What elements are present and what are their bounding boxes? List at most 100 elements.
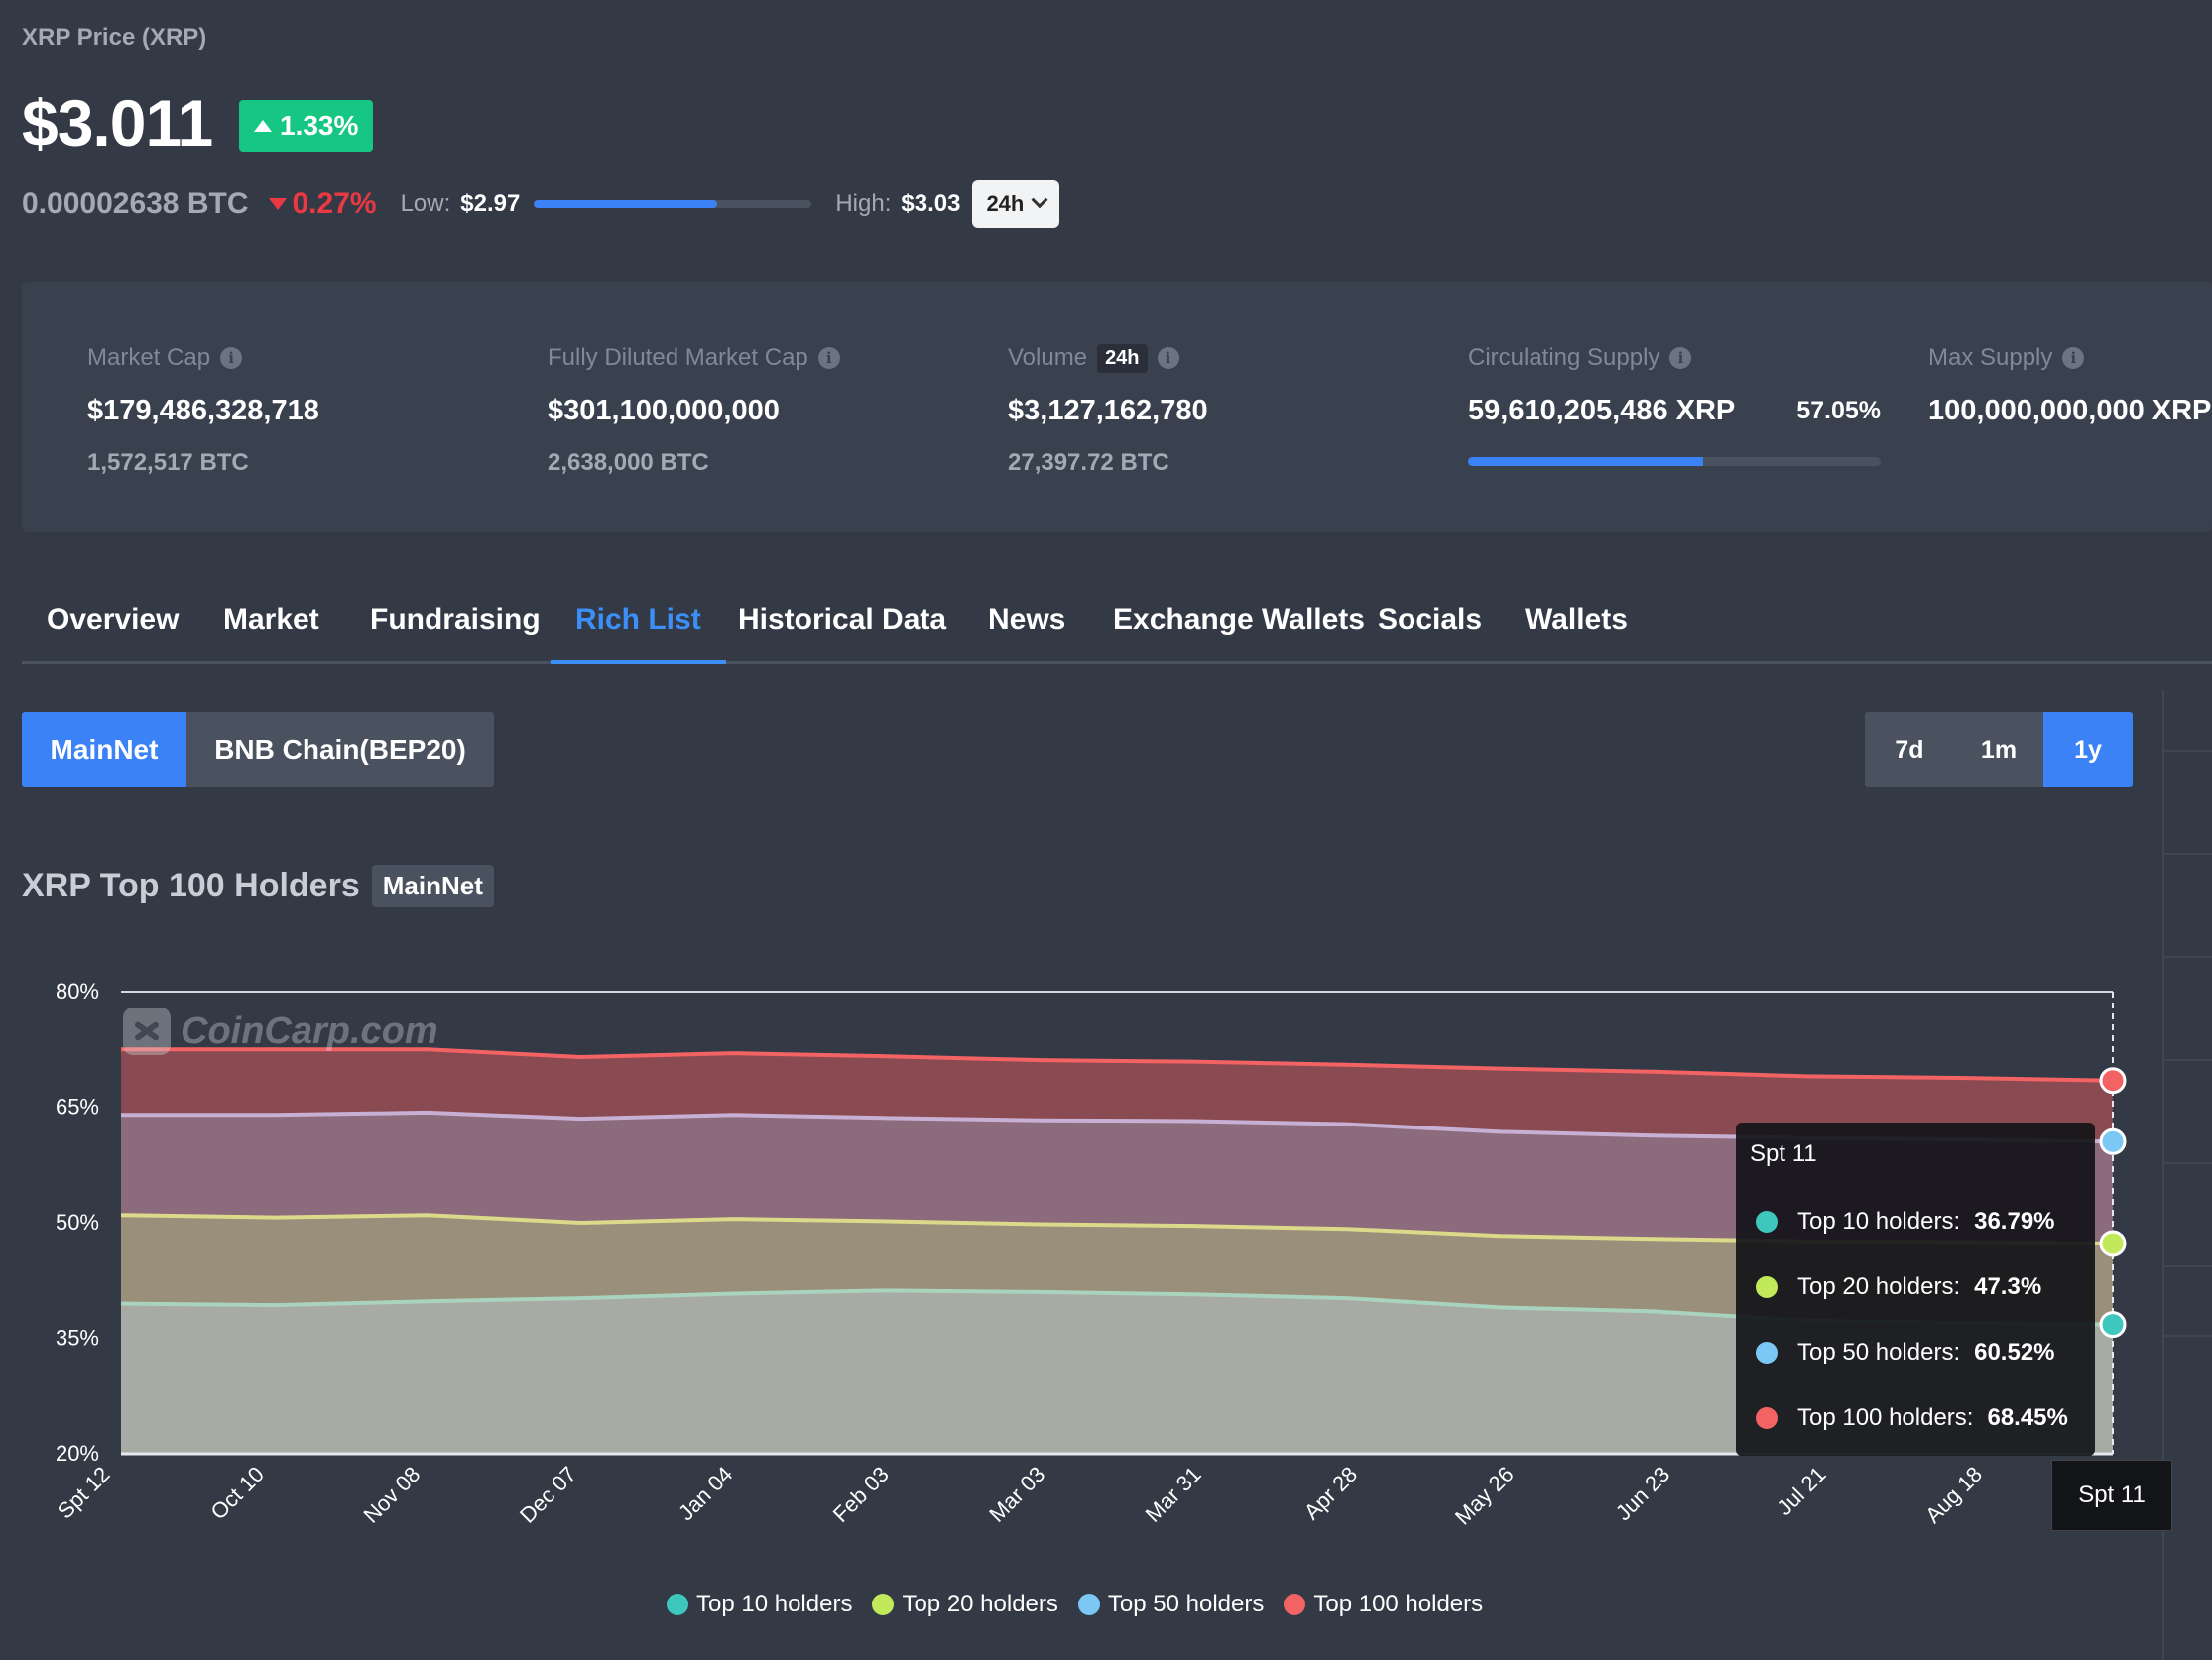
tab-historical-data[interactable]: Historical Data bbox=[738, 603, 947, 636]
legend-item-top100[interactable]: Top 100 holders bbox=[1284, 1591, 1483, 1618]
legend-label: Top 50 holders bbox=[1107, 1591, 1265, 1617]
market-cap-value: $179,486,328,718 bbox=[87, 395, 319, 426]
info-icon[interactable]: i bbox=[817, 347, 840, 369]
circulating-supply-label: Circulating Supply bbox=[1468, 344, 1660, 371]
arrow-down-icon bbox=[268, 198, 287, 210]
x-tick-label: Aug 18 bbox=[1920, 1462, 1987, 1528]
legend-dot-icon bbox=[1284, 1594, 1306, 1615]
circulating-supply-stat: Circulating Supply i 59,610,205,486 XRP 5… bbox=[1468, 341, 1881, 466]
side-panel-divider bbox=[2164, 956, 2212, 958]
tooltip-value: 47.3% bbox=[1974, 1273, 2042, 1300]
stats-panel: Market Cap i $179,486,328,718 1,572,517 B… bbox=[22, 282, 2212, 532]
tab-fundraising[interactable]: Fundraising bbox=[370, 603, 541, 636]
series-dot-icon bbox=[1756, 1211, 1778, 1233]
btc-price-row: 0.00002638 BTC 0.27% Low: $2.97 High: $3… bbox=[22, 180, 1060, 228]
tooltip-label: Top 50 holders: bbox=[1797, 1339, 1961, 1365]
volume-label: Volume bbox=[1008, 344, 1088, 371]
info-icon[interactable]: i bbox=[220, 347, 243, 369]
fdmc-value: $301,100,000,000 bbox=[548, 395, 780, 426]
tooltip-value: 68.45% bbox=[1987, 1404, 2068, 1431]
point-top-50-holders bbox=[2099, 1127, 2127, 1155]
arrow-up-icon bbox=[254, 120, 272, 132]
low-label: Low: bbox=[400, 190, 451, 217]
series-dot-icon bbox=[1756, 1342, 1778, 1364]
holders-area-chart[interactable]: 80% 65% 50% 35% 20%Spt 12 Oct 10 Nov 08 Dec 07 J… bbox=[0, 942, 2162, 1577]
btc-price: 0.00002638 BTC bbox=[22, 187, 249, 220]
period-select-value: 24h bbox=[986, 191, 1025, 216]
fdmc-label: Fully Diluted Market Cap bbox=[548, 344, 808, 371]
chart-legend: Top 10 holders Top 20 holders Top 50 hol… bbox=[667, 1591, 1483, 1618]
side-panel-edge bbox=[2162, 690, 2212, 1660]
max-supply-value: 100,000,000,000 XRP bbox=[1928, 395, 2212, 426]
y-tick-label: 20% bbox=[56, 1441, 99, 1466]
tab-overview[interactable]: Overview bbox=[47, 603, 180, 636]
circulating-supply-bar bbox=[1468, 457, 1881, 466]
tab-exchange-wallets[interactable]: Exchange Wallets bbox=[1113, 603, 1365, 636]
period-select[interactable]: 24h bbox=[972, 180, 1060, 228]
axis-date-flag: Spt 11 bbox=[2051, 1460, 2172, 1531]
line-top-100-holders bbox=[121, 1047, 2114, 1083]
x-tick-label: Feb 03 bbox=[828, 1462, 894, 1527]
tooltip-label: Top 10 holders: bbox=[1797, 1208, 1961, 1235]
x-tick-label: Oct 10 bbox=[205, 1462, 269, 1525]
side-panel-divider bbox=[2164, 853, 2212, 855]
chart-header: XRP Top 100 Holders MainNet bbox=[22, 865, 494, 907]
volume-stat: Volume 24h i $3,127,162,780 27,397.72 BTC bbox=[1008, 341, 1208, 477]
current-price: $3.011 bbox=[22, 86, 213, 160]
btc-change: 0.27% bbox=[292, 187, 377, 220]
time-range-group: 7d 1m 1y bbox=[1865, 712, 2133, 787]
bnb-chain-button[interactable]: BNB Chain(BEP20) bbox=[186, 712, 494, 787]
legend-item-top50[interactable]: Top 50 holders bbox=[1077, 1591, 1265, 1618]
chart-tooltip: Spt 11 Top 10 holders: 36.79% Top 20 hol… bbox=[1736, 1123, 2095, 1456]
legend-dot-icon bbox=[667, 1594, 688, 1615]
x-tick-label: Mar 03 bbox=[984, 1462, 1049, 1527]
volume-btc: 27,397.72 BTC bbox=[1008, 449, 1169, 476]
mainnet-button[interactable]: MainNet bbox=[22, 712, 186, 787]
info-icon[interactable]: i bbox=[1157, 347, 1179, 369]
tooltip-label: Top 100 holders: bbox=[1797, 1404, 1974, 1431]
legend-label: Top 100 holders bbox=[1313, 1591, 1484, 1617]
high-label: High: bbox=[835, 190, 892, 217]
range-1y-button[interactable]: 1y bbox=[2043, 712, 2133, 787]
tab-bar: Overview Market Fundraising Rich List Hi… bbox=[22, 585, 2212, 664]
tab-wallets[interactable]: Wallets bbox=[1525, 603, 1628, 636]
circulating-supply-pct: 57.05% bbox=[1796, 397, 1881, 424]
range-1m-button[interactable]: 1m bbox=[1980, 735, 2018, 764]
side-panel-divider bbox=[2164, 1265, 2212, 1267]
x-tick-label: Jul 21 bbox=[1772, 1462, 1830, 1520]
side-panel-divider bbox=[2164, 1162, 2212, 1164]
market-cap-label: Market Cap bbox=[87, 344, 211, 371]
chart-network-badge: MainNet bbox=[371, 865, 494, 907]
tooltip-row-top100: Top 100 holders: 68.45% bbox=[1756, 1404, 2068, 1432]
range-7d-button[interactable]: 7d bbox=[1895, 735, 1924, 764]
info-icon[interactable]: i bbox=[2062, 347, 2085, 369]
info-icon[interactable]: i bbox=[1669, 347, 1692, 369]
tab-news[interactable]: News bbox=[988, 603, 1066, 636]
series-dot-icon bbox=[1756, 1276, 1778, 1298]
y-tick-label: 65% bbox=[56, 1095, 99, 1120]
tooltip-row-top10: Top 10 holders: 36.79% bbox=[1756, 1208, 2055, 1236]
circulating-supply-value: 59,610,205,486 XRP bbox=[1468, 395, 1736, 426]
tab-market[interactable]: Market bbox=[223, 603, 319, 636]
legend-item-top20[interactable]: Top 20 holders bbox=[872, 1591, 1058, 1618]
x-tick-label: Nov 08 bbox=[358, 1462, 425, 1528]
fdmc-btc: 2,638,000 BTC bbox=[548, 449, 709, 476]
tab-socials[interactable]: Socials bbox=[1378, 603, 1483, 636]
x-tick-label: Mar 31 bbox=[1141, 1462, 1206, 1527]
x-tick-label: Jan 04 bbox=[674, 1462, 737, 1525]
low-value: $2.97 bbox=[460, 190, 521, 217]
chevron-down-icon bbox=[1031, 191, 1048, 209]
y-tick-label: 35% bbox=[56, 1326, 99, 1351]
volume-period-badge: 24h bbox=[1097, 343, 1148, 373]
circulating-supply-fill bbox=[1468, 457, 1704, 466]
y-tick-label: 50% bbox=[56, 1210, 99, 1235]
fdmc-stat: Fully Diluted Market Cap i $301,100,000,0… bbox=[548, 341, 840, 477]
high-value: $3.03 bbox=[901, 190, 961, 217]
max-supply-label: Max Supply bbox=[1928, 344, 2053, 371]
x-tick-label: Dec 07 bbox=[515, 1462, 581, 1528]
legend-item-top10[interactable]: Top 10 holders bbox=[667, 1591, 852, 1618]
watermark-text: CoinCarp.com bbox=[181, 1009, 438, 1052]
market-cap-btc: 1,572,517 BTC bbox=[87, 449, 249, 476]
tab-rich-list[interactable]: Rich List bbox=[551, 603, 726, 664]
tooltip-date: Spt 11 bbox=[1750, 1140, 1817, 1167]
